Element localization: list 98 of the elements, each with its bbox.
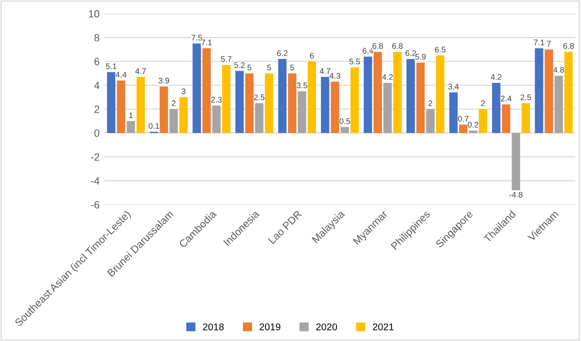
bar: [416, 62, 425, 133]
data-label: 4.4: [116, 72, 126, 78]
data-label: 4.8: [553, 67, 564, 73]
bar: [179, 97, 188, 133]
bar: [544, 49, 554, 133]
bar: [393, 52, 402, 133]
y-tick-label: 2: [94, 106, 100, 113]
bar: [534, 48, 544, 133]
bar: [255, 103, 264, 133]
data-label: 2: [481, 100, 485, 106]
data-label: -4.8: [509, 192, 523, 198]
bar: [212, 106, 221, 133]
data-label: 2: [428, 100, 432, 106]
y-tick-label: 10: [88, 10, 100, 18]
bar: [298, 91, 306, 133]
data-label: 5.7: [221, 56, 232, 62]
y-tick-label: 8: [94, 34, 100, 42]
bar: [340, 127, 349, 133]
bar: [406, 58, 415, 133]
bar: [107, 72, 116, 133]
legend-label: 2018: [203, 323, 224, 330]
data-label: 4.7: [320, 68, 330, 74]
bar: [522, 103, 530, 133]
data-label: 6.8: [563, 43, 574, 49]
bar: [492, 82, 500, 133]
data-label: 1: [129, 112, 133, 118]
data-label: 5: [247, 64, 252, 70]
bar: [330, 82, 340, 133]
data-label: 6.2: [277, 50, 288, 56]
data-label: 5.1: [106, 64, 116, 70]
y-tick-label: 4: [94, 82, 100, 90]
y-tick-label: -2: [90, 153, 100, 161]
bar: [264, 73, 274, 133]
bar: [426, 109, 435, 133]
bar: [350, 67, 359, 133]
data-label: 0.1: [148, 123, 160, 129]
legend-label: 2020: [316, 323, 338, 330]
bar: [320, 76, 330, 133]
bar: [136, 76, 145, 133]
data-label: 0.2: [468, 122, 478, 128]
data-label: 0.7: [458, 116, 469, 122]
data-label: 7: [547, 40, 551, 46]
bar: [222, 64, 230, 133]
bar: [192, 43, 201, 133]
data-label: 7.1: [534, 40, 544, 46]
data-label: 3.9: [158, 78, 170, 84]
data-label: 6.5: [435, 46, 446, 52]
data-label: 6.2: [406, 50, 416, 56]
bar: [308, 61, 316, 133]
bar: [202, 48, 211, 133]
data-label: 5: [290, 64, 294, 70]
data-label: 2.5: [254, 94, 264, 100]
data-label: 6.8: [392, 43, 403, 49]
bar: [288, 73, 296, 133]
data-label: 3.4: [448, 84, 459, 90]
data-label: 4.3: [330, 72, 340, 79]
data-label: 6.8: [372, 43, 383, 49]
data-label: 7.1: [201, 40, 212, 46]
bar: [245, 73, 254, 133]
data-label: 2.5: [520, 94, 532, 100]
bar: [374, 52, 382, 133]
data-label: 5: [267, 64, 271, 70]
bar: [554, 76, 563, 133]
data-label: 6: [310, 52, 314, 58]
data-label: 4.7: [135, 68, 146, 74]
data-label: 4.2: [490, 74, 502, 80]
data-label: 5.5: [349, 58, 360, 64]
bar: [364, 56, 372, 133]
bar: [449, 92, 458, 133]
bar: [478, 109, 488, 133]
bar: [116, 80, 126, 133]
data-label: 3: [182, 88, 186, 94]
data-label: 5.2: [234, 62, 245, 68]
y-tick-label: 0: [94, 129, 100, 137]
legend-label: 2019: [260, 323, 280, 330]
legend-label: 2021: [372, 323, 394, 330]
bar: [512, 132, 520, 190]
bar: [278, 58, 287, 133]
data-label: 4.2: [382, 74, 393, 80]
bar: [502, 104, 510, 133]
data-label: 7.5: [192, 34, 202, 40]
bar: [459, 124, 468, 133]
bar: [383, 82, 392, 133]
bar: [169, 109, 178, 133]
data-label: 0.5: [340, 118, 350, 124]
data-label: 5.9: [415, 54, 426, 60]
y-tick-label: 6: [94, 58, 100, 66]
data-label: 3.5: [296, 82, 308, 88]
bar: [436, 55, 444, 133]
bar: [126, 121, 136, 133]
y-tick-label: -6: [90, 201, 100, 208]
data-label: 2.4: [500, 96, 512, 102]
bar: [564, 52, 573, 133]
data-label: 2: [172, 100, 176, 106]
y-tick-label: -4: [90, 177, 100, 185]
data-label: 2.3: [211, 96, 222, 103]
bar: [235, 70, 244, 133]
bar: [160, 86, 168, 133]
